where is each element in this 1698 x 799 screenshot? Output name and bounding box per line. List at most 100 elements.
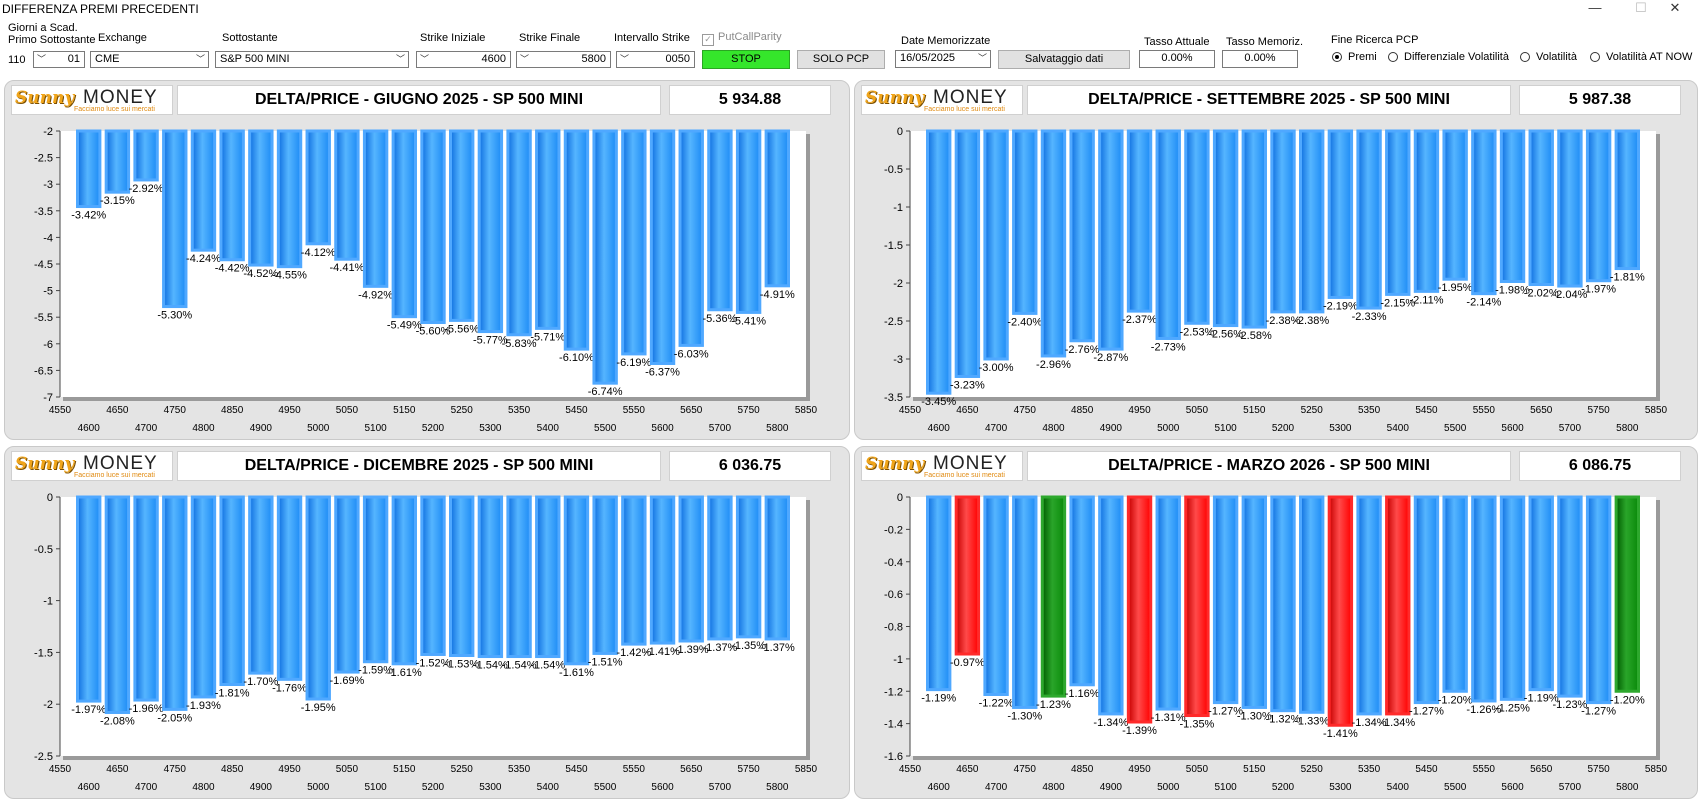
- data-label: -1.52%: [416, 657, 451, 669]
- stop-button[interactable]: STOP: [702, 50, 790, 69]
- x-tick-label: 5750: [1587, 405, 1610, 416]
- data-label: -1.54%: [473, 660, 508, 672]
- x-tick-label: 5100: [364, 423, 387, 434]
- bar: [764, 495, 790, 641]
- data-label: -3.42%: [71, 210, 106, 222]
- strike-finale-select[interactable]: ﹀ 5800: [516, 51, 611, 68]
- x-tick-label: 5000: [307, 423, 330, 434]
- data-label: -6.74%: [588, 386, 623, 398]
- bar: [1413, 495, 1440, 705]
- data-label: -2.87%: [1093, 352, 1128, 364]
- bar: [954, 129, 981, 378]
- x-tick-label: 4550: [899, 764, 922, 775]
- x-tick-label: 4900: [250, 782, 273, 793]
- x-tick-label: 5800: [1616, 782, 1639, 793]
- strike-finale-value: 5800: [581, 53, 606, 65]
- sunny-money-logo: Sunny MONEY Facciamo luce sui mercati: [11, 85, 173, 115]
- window-title: DIFFERENZA PREMI PRECEDENTI: [2, 2, 199, 16]
- data-label: -2.40%: [1007, 316, 1042, 328]
- data-label: -1.39%: [674, 644, 709, 656]
- x-tick-label: 4550: [49, 764, 72, 775]
- tasso-attuale-value: 0.00%: [1161, 52, 1193, 64]
- x-tick-label: 4850: [1071, 405, 1094, 416]
- x-tick-label: 5000: [307, 782, 330, 793]
- putcallparity-checkbox[interactable]: ✓ PutCallParity: [702, 31, 782, 46]
- x-tick-label: 4650: [956, 764, 979, 775]
- x-tick-label: 5700: [709, 423, 732, 434]
- x-tick-label: 4600: [928, 423, 951, 434]
- bar: [1040, 129, 1067, 358]
- intervallo-label: Intervallo Strike: [614, 32, 690, 44]
- x-tick-label: 5650: [1530, 405, 1553, 416]
- date-select[interactable]: 16/05/2025 ﹀: [895, 50, 991, 68]
- bar: [190, 495, 217, 699]
- data-label: -5.71%: [530, 331, 565, 343]
- data-label: -2.11%: [1409, 294, 1443, 306]
- y-tick-label: -0.2: [884, 524, 903, 536]
- data-label: -4.92%: [358, 289, 393, 301]
- giorni-spinner[interactable]: ﹀ 01: [33, 51, 85, 68]
- bar: [1557, 129, 1583, 288]
- logo-tagline: Facciamo luce sui mercati: [74, 106, 155, 113]
- bar: [1012, 495, 1038, 709]
- data-label: -1.25%: [1495, 702, 1530, 714]
- bar: [104, 129, 131, 194]
- x-tick-label: 5300: [1329, 423, 1352, 434]
- intervallo-select[interactable]: ﹀ 0050: [616, 51, 695, 68]
- exchange-label: Exchange: [98, 32, 147, 44]
- radio-volatilita-at-now[interactable]: Volatilità AT NOW: [1590, 51, 1692, 63]
- x-tick-label: 5700: [709, 782, 732, 793]
- bar: [1098, 495, 1124, 716]
- y-tick-label: -3.5: [34, 206, 53, 218]
- solo-pcp-button[interactable]: SOLO PCP: [797, 50, 885, 69]
- tasso-memoriz-field[interactable]: 0.00%: [1222, 50, 1298, 68]
- giorni-label-2: Primo Sottostante: [8, 34, 96, 46]
- data-label: -1.98%: [1495, 284, 1530, 296]
- salvataggio-button[interactable]: Salvataggio dati: [998, 50, 1130, 69]
- exchange-select[interactable]: CME ﹀: [90, 51, 209, 68]
- minimize-button[interactable]: —: [1588, 0, 1602, 15]
- chart-panel-1: Sunny MONEY Facciamo luce sui mercati DE…: [4, 80, 850, 440]
- y-tick-label: -5: [43, 286, 53, 298]
- radio-icon: [1388, 52, 1398, 62]
- close-button[interactable]: ✕: [1669, 0, 1681, 15]
- chevron-down-icon: ﹀: [395, 54, 405, 64]
- bar: [592, 495, 618, 655]
- y-tick-label: -1.5: [34, 647, 53, 659]
- data-label: -1.97%: [71, 704, 106, 716]
- y-tick-label: -3: [893, 354, 903, 366]
- x-tick-label: 5250: [451, 405, 474, 416]
- data-label: -1.41%: [1323, 728, 1358, 740]
- data-label: -2.04%: [1552, 289, 1587, 301]
- x-tick-label: 5850: [795, 764, 818, 775]
- data-label: -5.60%: [416, 326, 451, 338]
- x-tick-label: 5850: [795, 405, 818, 416]
- data-label: -1.54%: [502, 660, 537, 672]
- x-tick-label: 4950: [1128, 764, 1151, 775]
- radio-volatilita[interactable]: Volatilità: [1520, 51, 1577, 63]
- bar: [162, 495, 188, 711]
- data-label: -6.03%: [674, 348, 709, 360]
- x-tick-label: 5150: [393, 405, 416, 416]
- maximize-button[interactable]: ☐: [1635, 0, 1647, 15]
- data-label: -1.42%: [616, 647, 651, 659]
- bar: [707, 129, 733, 312]
- bar: [1585, 129, 1612, 283]
- sottostante-select[interactable]: S&P 500 MINI ﹀: [215, 51, 409, 68]
- bar: [1385, 129, 1411, 296]
- y-tick-label: -6.5: [34, 365, 53, 377]
- x-tick-label: 5200: [1272, 423, 1295, 434]
- bar: [449, 129, 475, 322]
- x-tick-label: 4750: [1014, 764, 1037, 775]
- data-label: -1.31%: [1151, 712, 1186, 724]
- radio-premi[interactable]: Premi: [1332, 51, 1377, 63]
- tasso-attuale-field[interactable]: 0.00%: [1139, 50, 1215, 68]
- data-label: -2.56%: [1208, 329, 1243, 341]
- strike-iniziale-value: 4600: [481, 53, 506, 65]
- x-tick-label: 4800: [192, 782, 215, 793]
- x-tick-label: 4700: [985, 423, 1008, 434]
- strike-iniziale-select[interactable]: ﹀ 4600: [416, 51, 511, 68]
- radio-differenziale[interactable]: Differenziale Volatilità: [1388, 51, 1509, 63]
- fine-ricerca-label: Fine Ricerca PCP: [1331, 34, 1419, 46]
